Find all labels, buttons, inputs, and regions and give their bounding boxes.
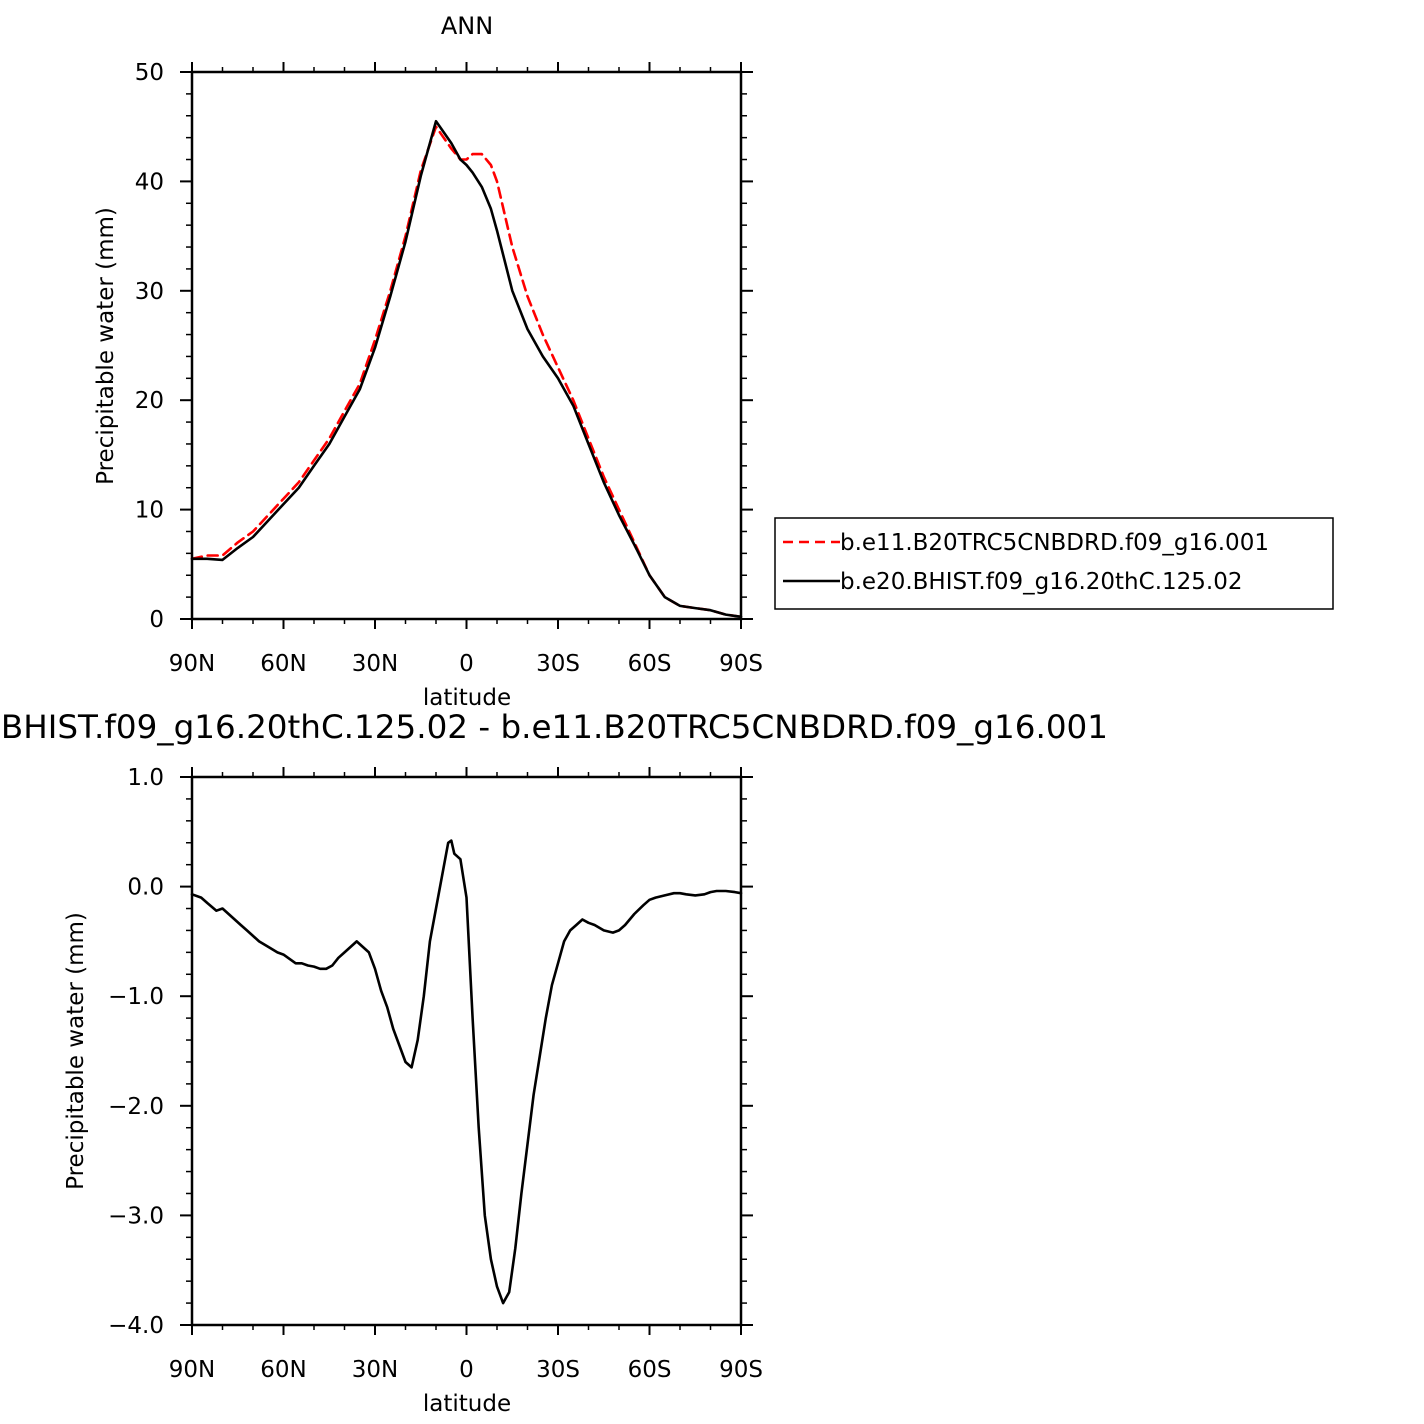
top-panel: ANN 90N 60N 30N 0 30S 60S 90S 0 10 20 30 40 50 latit… — [93, 12, 763, 711]
bottom-y-tick-label: −1.0 — [108, 984, 164, 1010]
legend-box — [774, 517, 1334, 610]
bottom-series-line-1 — [190, 839, 743, 1305]
bottom-y-tick-label: 0.0 — [127, 875, 164, 901]
top-y-tick-label: 0 — [149, 607, 164, 633]
bottom-y-tick-label: −2.0 — [108, 1094, 164, 1120]
top-x-axis-label: latitude — [423, 685, 511, 711]
top-chart-title: ANN — [441, 12, 493, 40]
top-x-tick-label: 30S — [536, 651, 580, 677]
top-x-tick-label: 90S — [719, 651, 763, 677]
bottom-x-axis-label: latitude — [423, 1391, 511, 1417]
legend-label-series-2: b.e20.BHIST.f09_g16.20thC.125.02 — [840, 569, 1242, 595]
top-y-tick-label: 40 — [135, 169, 164, 195]
top-y-tick-label: 50 — [135, 60, 164, 86]
bottom-ticks: 90N 60N 30N 0 30S 60S 90S 1.0 0.0 −1.0 −2.0 −3.0 −4.… — [108, 765, 763, 1383]
legend-label-series-1: b.e11.B20TRC5CNBDRD.f09_g16.001 — [840, 530, 1269, 556]
bottom-x-tick-label: 0 — [459, 1357, 474, 1383]
legend: b.e11.B20TRC5CNBDRD.f09_g16.001 b.e20.BH… — [774, 517, 1334, 610]
bottom-y-tick-label: −3.0 — [108, 1203, 164, 1229]
bottom-x-tick-label: 30N — [352, 1357, 398, 1383]
top-plot-frame — [190, 70, 743, 621]
bottom-panel: b.e20.BHIST.f09_g16.20thC.125.02 - b.e11… — [0, 708, 1108, 1417]
top-y-tick-label: 30 — [135, 279, 164, 305]
top-x-tick-label: 60N — [260, 651, 306, 677]
bottom-chart-title: b.e20.BHIST.f09_g16.20thC.125.02 - b.e11… — [0, 708, 1108, 746]
bottom-x-tick-label: 90N — [169, 1357, 215, 1383]
top-y-tick-label: 10 — [135, 498, 164, 524]
top-x-tick-label: 30N — [352, 651, 398, 677]
top-x-tick-label: 60S — [628, 651, 672, 677]
bottom-y-tick-label: 1.0 — [127, 765, 164, 791]
top-y-tick-label: 20 — [135, 388, 164, 414]
bottom-x-tick-label: 60N — [260, 1357, 306, 1383]
bottom-series-group — [190, 839, 743, 1305]
top-series-line-1 — [190, 125, 743, 619]
top-series-group — [190, 119, 743, 619]
top-x-tick-label: 0 — [459, 651, 474, 677]
top-series-line-2 — [190, 119, 743, 619]
top-y-axis-label: Precipitable water (mm) — [93, 207, 119, 485]
top-x-tick-label: 90N — [169, 651, 215, 677]
bottom-x-tick-label: 90S — [719, 1357, 763, 1383]
bottom-y-tick-label: −4.0 — [108, 1313, 164, 1339]
bottom-y-axis-label: Precipitable water (mm) — [63, 912, 89, 1190]
top-ticks: 90N 60N 30N 0 30S 60S 90S 0 10 20 30 40 50 — [135, 60, 763, 677]
bottom-plot-frame — [190, 775, 743, 1327]
bottom-x-tick-label: 30S — [536, 1357, 580, 1383]
bottom-x-tick-label: 60S — [628, 1357, 672, 1383]
